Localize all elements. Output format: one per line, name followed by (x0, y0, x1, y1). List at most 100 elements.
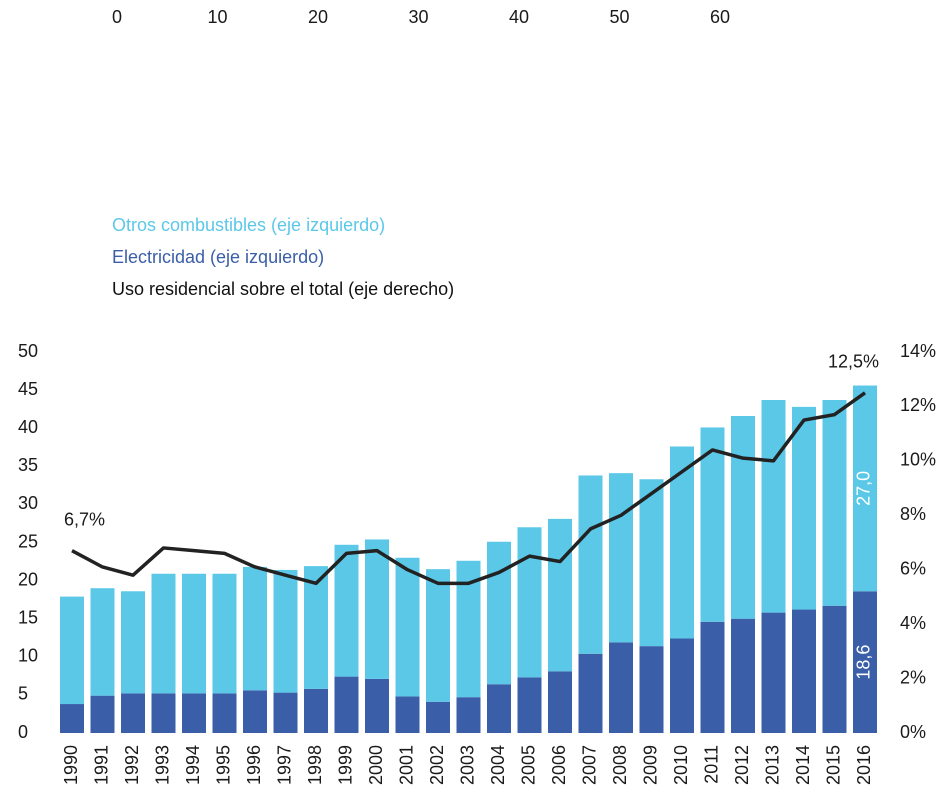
x-tick-label: 2011 (701, 745, 721, 784)
bar-segment (548, 671, 572, 733)
x-tick-label: 2002 (427, 745, 447, 785)
bar-segment (60, 596, 84, 705)
bar-segment (853, 385, 877, 592)
bar-segment (517, 527, 542, 678)
y-tick-label: 45 (18, 379, 38, 399)
bar-segment (182, 573, 206, 694)
x-tick-label: 1992 (122, 745, 142, 785)
bar-segment (853, 591, 877, 733)
legend-entry: Uso residencial sobre el total (eje dere… (112, 279, 454, 299)
x-tick-label: 2009 (640, 745, 660, 785)
bar-segment (731, 416, 755, 619)
x-tick-label: 1991 (91, 745, 111, 785)
bar-segment (121, 591, 145, 694)
y2-tick-label: 12% (900, 395, 936, 415)
bar-segment (578, 653, 603, 733)
bar-segment (334, 544, 359, 677)
x-tick-label: 2000 (366, 745, 386, 785)
x-tick-label: 1993 (152, 745, 172, 785)
x-tick-label: 2006 (549, 745, 569, 785)
y2-tick-label: 0% (900, 722, 926, 742)
x-tick-label: 2004 (488, 745, 508, 785)
y-tick-label: 5 (18, 684, 28, 704)
line-label: 6,7% (64, 509, 105, 529)
x-tick-label: 2012 (732, 745, 752, 785)
bar-segment (670, 638, 694, 733)
x-tick-label: 1997 (274, 745, 294, 785)
y-tick-label: 15 (18, 607, 38, 627)
y-tick-label: 35 (18, 455, 38, 475)
bar-segment (487, 541, 511, 685)
x-tick-label: 1996 (244, 745, 264, 785)
data-label: 27,0 (854, 471, 874, 506)
bar-segment (487, 684, 511, 733)
bar-segment (548, 518, 572, 672)
x-tick-label: 2010 (671, 745, 691, 785)
top-tick-label: 0 (112, 7, 122, 27)
bar-segment (395, 696, 420, 733)
bar-segment (395, 557, 420, 697)
bar-segment (670, 446, 694, 639)
top-tick-label: 30 (408, 7, 428, 27)
y2-tick-label: 10% (900, 450, 936, 470)
bar-segment (426, 701, 450, 733)
bar-segment (822, 605, 847, 733)
bar-segment (426, 569, 450, 702)
bar-segment (90, 588, 115, 696)
bar-segment (792, 406, 816, 610)
bar-segment (822, 400, 847, 606)
bar-segment (792, 609, 816, 733)
bar-segment (212, 573, 237, 694)
y2-tick-label: 14% (900, 341, 936, 361)
y-tick-label: 40 (18, 417, 38, 437)
bar-segment (365, 678, 389, 733)
bar-segment (182, 693, 206, 733)
bar-segment (609, 473, 633, 643)
bar-segment (731, 618, 755, 733)
y2-tick-label: 8% (900, 504, 926, 524)
y2-tick-label: 4% (900, 613, 926, 633)
top-tick-label: 10 (207, 7, 227, 27)
top-tick-label: 50 (609, 7, 629, 27)
top-tick-label: 20 (308, 7, 328, 27)
y-tick-label: 20 (18, 569, 38, 589)
line-series (71, 391, 867, 586)
x-tick-label: 2003 (457, 745, 477, 785)
y-tick-label: 30 (18, 493, 38, 513)
bar-segment (60, 704, 84, 733)
bar-segment (517, 677, 542, 733)
x-tick-label: 2013 (762, 745, 782, 785)
bar-segment (700, 427, 725, 622)
data-label: 18,6 (854, 645, 874, 680)
bar-segment (761, 400, 786, 613)
legend-entry: Otros combustibles (eje izquierdo) (112, 215, 385, 235)
bar-segment (121, 693, 145, 733)
x-tick-label: 1998 (305, 745, 325, 785)
x-tick-label: 2015 (823, 745, 843, 785)
bar-segment (243, 690, 267, 733)
y-tick-label: 25 (18, 531, 38, 551)
x-tick-label: 1994 (183, 745, 203, 785)
bar-segment (90, 695, 115, 733)
bar-segment (456, 697, 481, 733)
bar-segment (334, 676, 359, 733)
x-tick-label: 1999 (335, 745, 355, 785)
bar-segment (365, 539, 389, 679)
x-tick-label: 2014 (793, 745, 813, 785)
x-tick-label: 2005 (518, 745, 538, 785)
x-tick-label: 1990 (61, 745, 81, 785)
bar-segment (151, 573, 176, 694)
bar-segment (151, 693, 176, 733)
bar-segment (273, 569, 298, 693)
bar-segment (639, 479, 664, 647)
bar-segment (243, 566, 267, 691)
y2-tick-label: 2% (900, 667, 926, 687)
bar-segment (609, 642, 633, 733)
bar-segment (273, 692, 298, 733)
bar-segment (304, 688, 328, 733)
bar-segment (578, 475, 603, 654)
bar-segment (761, 612, 786, 733)
bar-segment (639, 646, 664, 733)
x-tick-label: 2008 (610, 745, 630, 785)
